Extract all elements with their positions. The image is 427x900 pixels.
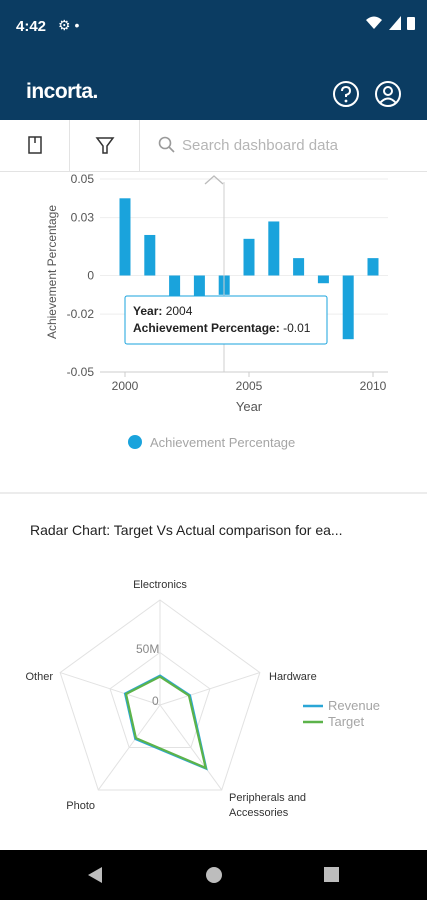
y-tick-label: -0.05	[67, 365, 95, 379]
bar-2007[interactable]	[293, 258, 305, 276]
status-bar: 4:42 ⚙ •	[0, 0, 427, 58]
y-axis-title: Achievement Percentage	[45, 205, 59, 339]
tooltip-metric-label: Achievement Percentage:	[133, 321, 280, 335]
help-icon	[333, 81, 359, 107]
signal-icon	[389, 16, 401, 30]
filter-icon	[95, 137, 115, 154]
radar-tick-label: 50M	[136, 642, 159, 656]
incorta-logo: incorta.	[26, 80, 98, 103]
x-tick-label: 2005	[236, 379, 263, 393]
radar-spoke	[159, 704, 223, 791]
y-tick-label: 0.03	[71, 211, 95, 225]
radar-spoke	[59, 672, 161, 706]
section-divider	[0, 492, 427, 494]
home-icon[interactable]	[205, 866, 223, 884]
battery-icon	[407, 17, 415, 30]
x-axis-title: Year	[236, 399, 263, 414]
back-icon[interactable]	[86, 866, 104, 884]
radar-chart-title: Radar Chart: Target Vs Actual comparison…	[30, 522, 343, 538]
radar-legend[interactable]: Revenue Target	[303, 698, 380, 729]
bar-2009[interactable]	[342, 275, 354, 340]
radar-chart-svg: 50M 0 Electronics Hardware Peripherals and A…	[25, 579, 380, 819]
bar-2003[interactable]	[193, 275, 205, 297]
x-tick-label: 2010	[360, 379, 387, 393]
bar-2006[interactable]	[268, 221, 280, 276]
tooltip-metric-value: -0.01	[283, 321, 311, 335]
radar-series-target[interactable]	[124, 675, 208, 770]
filter-button[interactable]	[70, 120, 140, 172]
x-tick-label: 2000	[112, 379, 139, 393]
chart-legend[interactable]: Achievement Percentage	[128, 435, 295, 450]
status-time: 4:42	[16, 18, 47, 35]
bar-2001[interactable]	[144, 234, 156, 276]
radar-spoke	[97, 704, 161, 791]
radar-axis-label: Electronics	[133, 579, 187, 591]
y-tick-label: 0	[87, 269, 94, 283]
radar-tick-label: 0	[152, 694, 159, 708]
settings-status-icon: ⚙ •	[58, 17, 80, 33]
profile-button[interactable]	[374, 80, 402, 108]
bar-2000[interactable]	[119, 198, 131, 276]
radar-chart: 50M 0 Electronics Hardware Peripherals and A…	[0, 560, 427, 850]
help-button[interactable]	[332, 80, 360, 108]
svg-text:Achievement Percentage: -0.01: Achievement Percentage: -0.01	[133, 321, 311, 335]
legend-label: Achievement Percentage	[150, 435, 295, 450]
wifi-icon	[366, 16, 382, 29]
achievement-bar-chart: 0.05 0.03 0 -0.02 -0.05 2000 2005 2010 Year: 20…	[0, 172, 427, 492]
status-indicators	[365, 16, 415, 30]
y-tick-label: -0.02	[67, 307, 95, 321]
y-tick-label: 0.05	[71, 172, 95, 186]
radar-axis-label: Other	[25, 671, 53, 683]
app-header: incorta.	[0, 58, 427, 120]
bar-2010[interactable]	[367, 258, 379, 276]
search-input[interactable]: Search dashboard data	[182, 137, 338, 154]
tooltip-year-label: Year:	[133, 304, 162, 318]
legend-revenue-label: Revenue	[328, 698, 380, 713]
bookmark-icon	[28, 136, 42, 154]
radar-spoke	[159, 672, 261, 706]
bar-chart-svg: 0.05 0.03 0 -0.02 -0.05 2000 2005 2010 Year: 20…	[45, 172, 388, 450]
system-nav-bar	[0, 850, 427, 900]
scroll-up-icon[interactable]	[204, 175, 224, 185]
bar-2005[interactable]	[243, 238, 255, 276]
svg-text:Year: 2004: Year: 2004	[133, 304, 193, 318]
bookmark-button[interactable]	[0, 120, 70, 172]
legend-target-label: Target	[328, 714, 365, 729]
search-icon	[158, 136, 175, 153]
radar-grid-ring	[59, 599, 261, 791]
recents-icon[interactable]	[323, 866, 340, 883]
tooltip-year-value: 2004	[166, 304, 193, 318]
bar-2008[interactable]	[317, 275, 329, 284]
radar-axis-label: Peripherals and Accessories	[229, 792, 306, 819]
radar-axis-label: Photo	[66, 800, 95, 812]
dashboard-toolbar: Search dashboard data	[0, 120, 427, 172]
legend-marker	[128, 435, 142, 449]
bar-tooltip: Year: 2004 Achievement Percentage: -0.01	[124, 295, 328, 345]
user-icon	[375, 81, 401, 107]
radar-axis-label: Hardware	[269, 671, 317, 683]
